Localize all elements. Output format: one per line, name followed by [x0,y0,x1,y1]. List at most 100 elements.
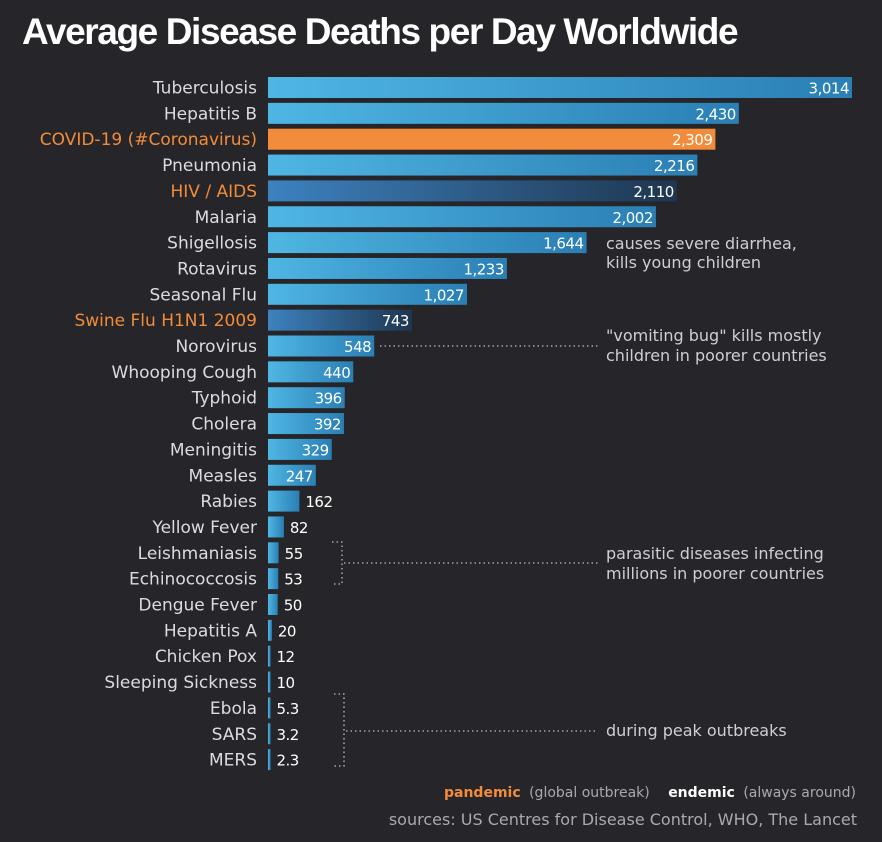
bar-echinococcosis [268,568,279,590]
bar-hepatitis-a [268,619,272,641]
label-rabies: Rabies [200,492,257,512]
label-shigellosis: Shigellosis [167,234,257,254]
bar-rabies [268,490,300,512]
label-meningitis: Meningitis [170,440,257,460]
annotation-bracket [332,541,343,585]
value-shigellosis: 1,644 [543,235,583,253]
label-mers: MERS [209,751,257,771]
value-whooping-cough: 440 [323,364,350,382]
bar-dengue-fever [268,594,278,615]
value-hiv-aids: 2,110 [633,183,673,201]
value-sleeping-sickness: 10 [277,674,295,692]
bar-measles [268,464,316,486]
value-norovirus: 548 [344,338,371,356]
value-pneumonia: 2,216 [654,157,694,175]
label-hiv-aids: HIV / AIDS [171,182,258,202]
label-cholera: Cholera [191,415,257,435]
bar-seasonal-flu [268,283,467,305]
label-yellow-fever: Yellow Fever [151,518,257,538]
label-dengue-fever: Dengue Fever [138,596,257,616]
label-hepatitis-b: Hepatitis B [164,104,257,124]
value-tuberculosis: 3,014 [809,80,849,98]
label-echinococcosis: Echinococcosis [129,570,257,590]
value-sars: 3.2 [277,726,299,744]
annotation-text: causes severe diarrhea, [606,234,797,253]
value-rabies: 162 [305,493,332,511]
value-measles: 247 [286,467,313,485]
bar-shigellosis [268,232,587,254]
bar-ebola [268,697,271,719]
value-malaria: 2,002 [612,209,652,227]
bar-yellow-fever [268,516,284,538]
value-meningitis: 329 [302,441,329,459]
bar-cholera [268,413,344,435]
bar-tuberculosis [268,77,852,98]
label-tuberculosis: Tuberculosis [152,79,257,99]
bar-pneumonia [268,154,698,176]
label-swine-flu-h1n1-2009: Swine Flu H1N1 2009 [74,311,257,331]
annotation-text: kills young children [606,253,761,272]
bar-malaria [268,206,656,228]
bar-covid-19-coronavirus [268,128,716,150]
bar-hiv-aids [268,180,677,202]
bar-sleeping-sickness [268,671,271,693]
label-typhoid: Typhoid [191,389,257,409]
label-covid-19-coronavirus: COVID-19 (#Coronavirus) [40,130,257,150]
value-rotavirus: 1,233 [463,260,503,278]
sources-text: sources: US Centres for Disease Control,… [389,810,857,829]
label-pneumonia: Pneumonia [162,156,257,176]
bars [268,77,852,771]
legend-endemic-label: endemic [668,785,735,801]
bar-meningitis [268,438,332,460]
value-dengue-fever: 50 [284,597,302,615]
label-malaria: Malaria [195,208,257,228]
value-swine-flu-h1n1-2009: 743 [382,312,409,330]
annotation-text: during peak outbreaks [606,721,787,740]
value-ebola: 5.3 [277,700,299,718]
value-cholera: 392 [314,416,341,434]
value-seasonal-flu: 1,027 [424,286,464,304]
bar-rotavirus [268,257,507,279]
value-labels: 3,014 2,430 2,309 2,216 2,110 2,002 1,644 1,233… [277,80,850,770]
category-labels: Tuberculosis Hepatitis B COVID-19 (#Corona… [40,79,258,771]
value-hepatitis-b: 2,430 [695,105,735,123]
label-leishmaniasis: Leishmaniasis [138,544,257,564]
value-yellow-fever: 82 [290,519,308,537]
label-hepatitis-a: Hepatitis A [164,621,257,641]
annotations: causes severe diarrhea,kills young child… [332,234,827,767]
label-whooping-cough: Whooping Cough [112,363,257,383]
label-seasonal-flu: Seasonal Flu [149,285,257,305]
bar-whooping-cough [268,361,354,383]
value-mers: 2.3 [277,752,299,770]
value-hepatitis-a: 20 [278,622,296,640]
annotation-text: millions in poorer countries [606,564,824,583]
label-norovirus: Norovirus [175,337,257,357]
annotation-1: causes severe diarrhea,kills young child… [606,234,797,272]
legend-text: pandemic (global outbreak) endemic (alwa… [444,785,856,801]
label-chicken-pox: Chicken Pox [155,647,257,667]
bar-leishmaniasis [268,542,279,564]
label-ebola: Ebola [210,699,257,719]
annotation-bracket [334,693,345,767]
value-covid-19-coronavirus: 2,309 [672,131,712,149]
label-sleeping-sickness: Sleeping Sickness [104,673,257,693]
bar-typhoid [268,387,345,409]
annotation-text: "vomiting bug" kills mostly [606,326,822,345]
bar-norovirus [268,335,375,357]
annotation-text: parasitic diseases infecting [606,544,824,563]
value-chicken-pox: 12 [277,648,295,666]
bar-sars [268,723,271,745]
legend-pandemic-label: pandemic [444,785,521,801]
chart-title: Average Disease Deaths per Day Worldwide [22,11,738,52]
legend-pandemic-note: (global outbreak) [529,785,650,801]
legend-endemic-note: (always around) [743,785,856,801]
value-echinococcosis: 53 [284,571,302,589]
label-rotavirus: Rotavirus [177,259,257,279]
annotation-text: children in poorer countries [606,346,827,365]
annotation-4: during peak outbreaks [334,693,787,767]
value-leishmaniasis: 55 [285,545,303,563]
bar-chicken-pox [268,645,271,667]
